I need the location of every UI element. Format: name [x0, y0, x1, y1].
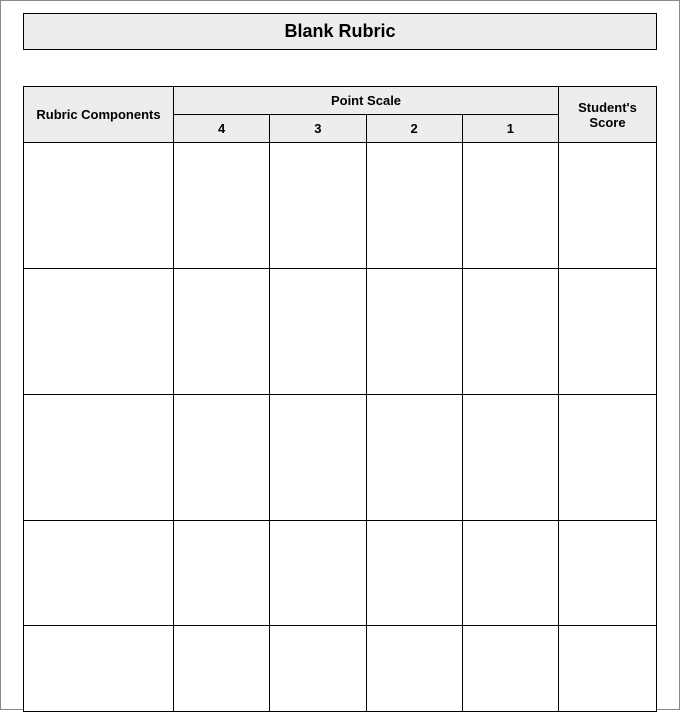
cell-component	[24, 269, 174, 395]
cell-scale	[270, 395, 366, 521]
cell-score	[559, 269, 657, 395]
cell-scale	[366, 143, 462, 269]
cell-scale	[462, 521, 558, 626]
cell-scale	[174, 626, 270, 712]
hdr-scale-3: 3	[270, 115, 366, 143]
cell-scale	[462, 626, 558, 712]
cell-scale	[270, 269, 366, 395]
doc-title: Blank Rubric	[284, 21, 395, 41]
cell-scale	[366, 269, 462, 395]
title-bar: Blank Rubric	[23, 13, 657, 50]
table-row	[24, 626, 657, 712]
hdr-students-score: Student's Score	[559, 87, 657, 143]
cell-component	[24, 521, 174, 626]
cell-component	[24, 395, 174, 521]
page-frame: Blank Rubric Rubric Components Point Sca…	[0, 0, 680, 710]
table-row	[24, 269, 657, 395]
hdr-scale-2: 2	[366, 115, 462, 143]
cell-scale	[270, 143, 366, 269]
cell-score	[559, 626, 657, 712]
cell-score	[559, 143, 657, 269]
cell-score	[559, 521, 657, 626]
cell-scale	[174, 395, 270, 521]
table-row	[24, 521, 657, 626]
cell-scale	[462, 395, 558, 521]
cell-scale	[270, 521, 366, 626]
cell-scale	[462, 143, 558, 269]
cell-component	[24, 626, 174, 712]
cell-scale	[174, 143, 270, 269]
cell-score	[559, 395, 657, 521]
cell-scale	[366, 395, 462, 521]
cell-scale	[174, 269, 270, 395]
cell-scale	[366, 521, 462, 626]
cell-scale	[174, 521, 270, 626]
table-row	[24, 143, 657, 269]
hdr-rubric-components: Rubric Components	[24, 87, 174, 143]
cell-component	[24, 143, 174, 269]
cell-scale	[462, 269, 558, 395]
cell-scale	[270, 626, 366, 712]
hdr-scale-1: 1	[462, 115, 558, 143]
rubric-table: Rubric Components Point Scale Student's …	[23, 86, 657, 712]
rubric-header: Rubric Components Point Scale Student's …	[24, 87, 657, 143]
hdr-scale-4: 4	[174, 115, 270, 143]
hdr-point-scale: Point Scale	[174, 87, 559, 115]
rubric-body	[24, 143, 657, 712]
cell-scale	[366, 626, 462, 712]
table-row	[24, 395, 657, 521]
